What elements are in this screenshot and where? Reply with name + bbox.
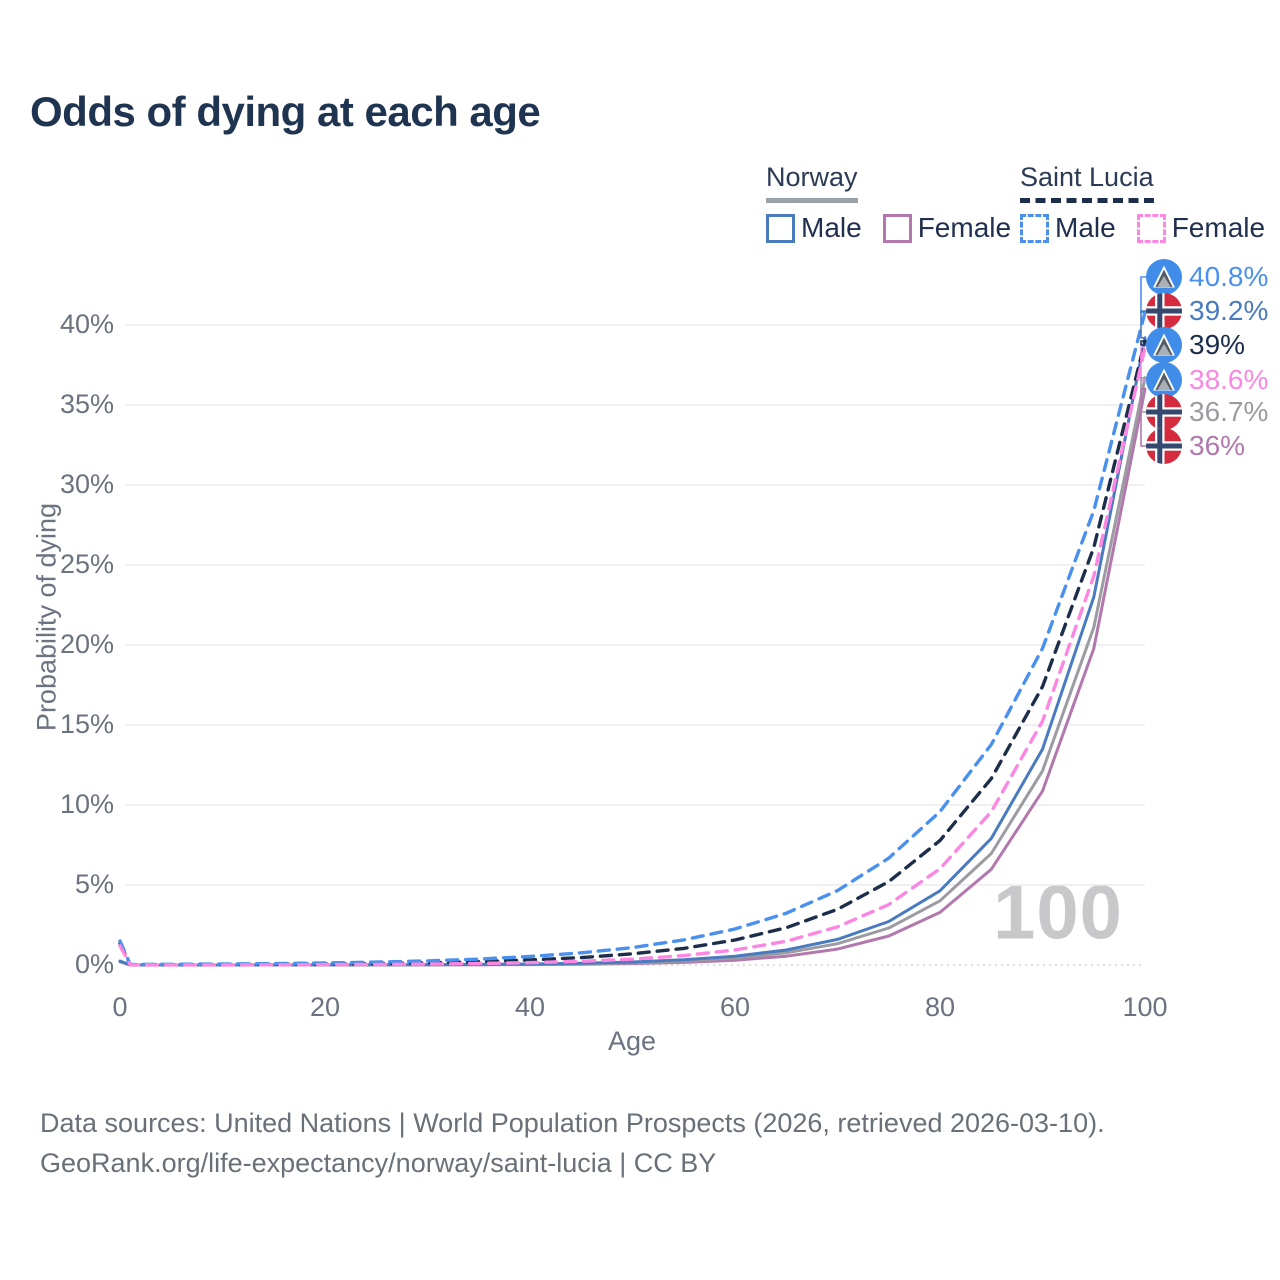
legend-label: Male [801, 212, 862, 243]
norway-female-swatch [882, 213, 912, 243]
end-label-value: 38.6% [1189, 364, 1269, 395]
norway-flag-icon [1146, 394, 1182, 430]
y-tick-label: 40% [59, 309, 114, 339]
legend-group-saint-lucia: Saint Lucia Male Female [1020, 163, 1265, 244]
saint-lucia-flag-icon [1146, 259, 1182, 295]
x-tick-label: 60 [719, 992, 751, 1022]
x-axis-title: Age [607, 1026, 657, 1056]
norway-flag-icon [1146, 428, 1182, 464]
end-label-norway-male: 39.2% [1146, 293, 1268, 329]
y-tick-label: 30% [59, 469, 114, 499]
legend-label: Female [917, 212, 1012, 243]
end-label-value: 39% [1189, 329, 1246, 360]
legend-label: Female [1171, 212, 1266, 243]
legend-items-saint-lucia: Male Female [1020, 212, 1265, 244]
norway-flag-icon [1146, 293, 1182, 329]
saint-lucia-flag-icon [1146, 327, 1182, 363]
end-label-leader-line [1140, 346, 1147, 381]
y-tick-label: 25% [59, 549, 114, 579]
end-label-value: 36% [1189, 430, 1246, 461]
end-label-leader-line [1140, 276, 1147, 313]
series-curve-saint_lucia_female [118, 345, 1147, 967]
end-label-norway-female: 36% [1146, 428, 1245, 464]
end-label-leader-line [1140, 340, 1147, 346]
x-tick-label: 80 [924, 992, 956, 1022]
end-label-value: 40.8% [1189, 261, 1269, 292]
legend-label: Male [1055, 212, 1116, 243]
saint-lucia-male-swatch [1020, 213, 1049, 243]
data-sources-text: Data sources: United Nations | World Pop… [40, 1108, 1105, 1138]
saint-lucia-flag-icon [1146, 362, 1182, 398]
y-tick-label: 0% [74, 949, 114, 979]
saint-lucia-female-swatch [1136, 213, 1166, 243]
end-label-norway-total: 36.7% [1146, 394, 1268, 430]
legend-items-norway: Male Female [766, 212, 1011, 244]
norway-flag-icon [1146, 293, 1182, 329]
norway-flag-icon [1146, 394, 1182, 430]
end-label-saint-lucia-female: 38.6% [1146, 362, 1268, 398]
x-tick-label: 20 [309, 992, 341, 1022]
y-tick-label: 10% [59, 789, 114, 819]
end-label-value: 39.2% [1189, 295, 1269, 326]
series-curve-norway_female [118, 387, 1147, 967]
x-tick-label: 0 [112, 992, 128, 1022]
norway-male-swatch [766, 213, 795, 243]
series-curve-norway_total [118, 376, 1147, 967]
saint-lucia-flag-icon [1146, 362, 1182, 398]
end-label-leader-line [1140, 310, 1147, 339]
attribution-link-text: GeoRank.org/life-expectancy/norway/saint… [40, 1148, 717, 1178]
x-tick-label: 100 [1122, 992, 1168, 1022]
page-title: Odds of dying at each age [30, 88, 541, 135]
x-tick-label: 40 [514, 992, 546, 1022]
legend-country-saint-lucia: Saint Lucia [1020, 163, 1154, 203]
end-label-saint-lucia-male: 40.8% [1146, 259, 1268, 295]
legend-item-norway-female[interactable]: Female [882, 212, 1012, 244]
end-label-value: 36.7% [1189, 396, 1269, 427]
legend-item-norway-male[interactable]: Male [766, 212, 862, 244]
saint-lucia-flag-icon [1146, 259, 1182, 295]
y-tick-label: 20% [59, 629, 114, 659]
saint-lucia-flag-icon [1146, 327, 1182, 363]
end-label-leader-line [1140, 388, 1147, 447]
y-tick-label: 5% [74, 869, 114, 899]
legend-item-saint-lucia-female[interactable]: Female [1136, 212, 1266, 244]
legend-group-norway: Norway Male Female [766, 163, 1011, 244]
legend-item-saint-lucia-male[interactable]: Male [1020, 212, 1116, 244]
norway-flag-icon [1146, 428, 1182, 464]
y-tick-label: 15% [59, 709, 114, 739]
y-tick-label: 35% [59, 389, 114, 419]
end-label-saint-lucia-total: 39% [1146, 327, 1245, 363]
legend-country-norway: Norway [766, 163, 858, 203]
